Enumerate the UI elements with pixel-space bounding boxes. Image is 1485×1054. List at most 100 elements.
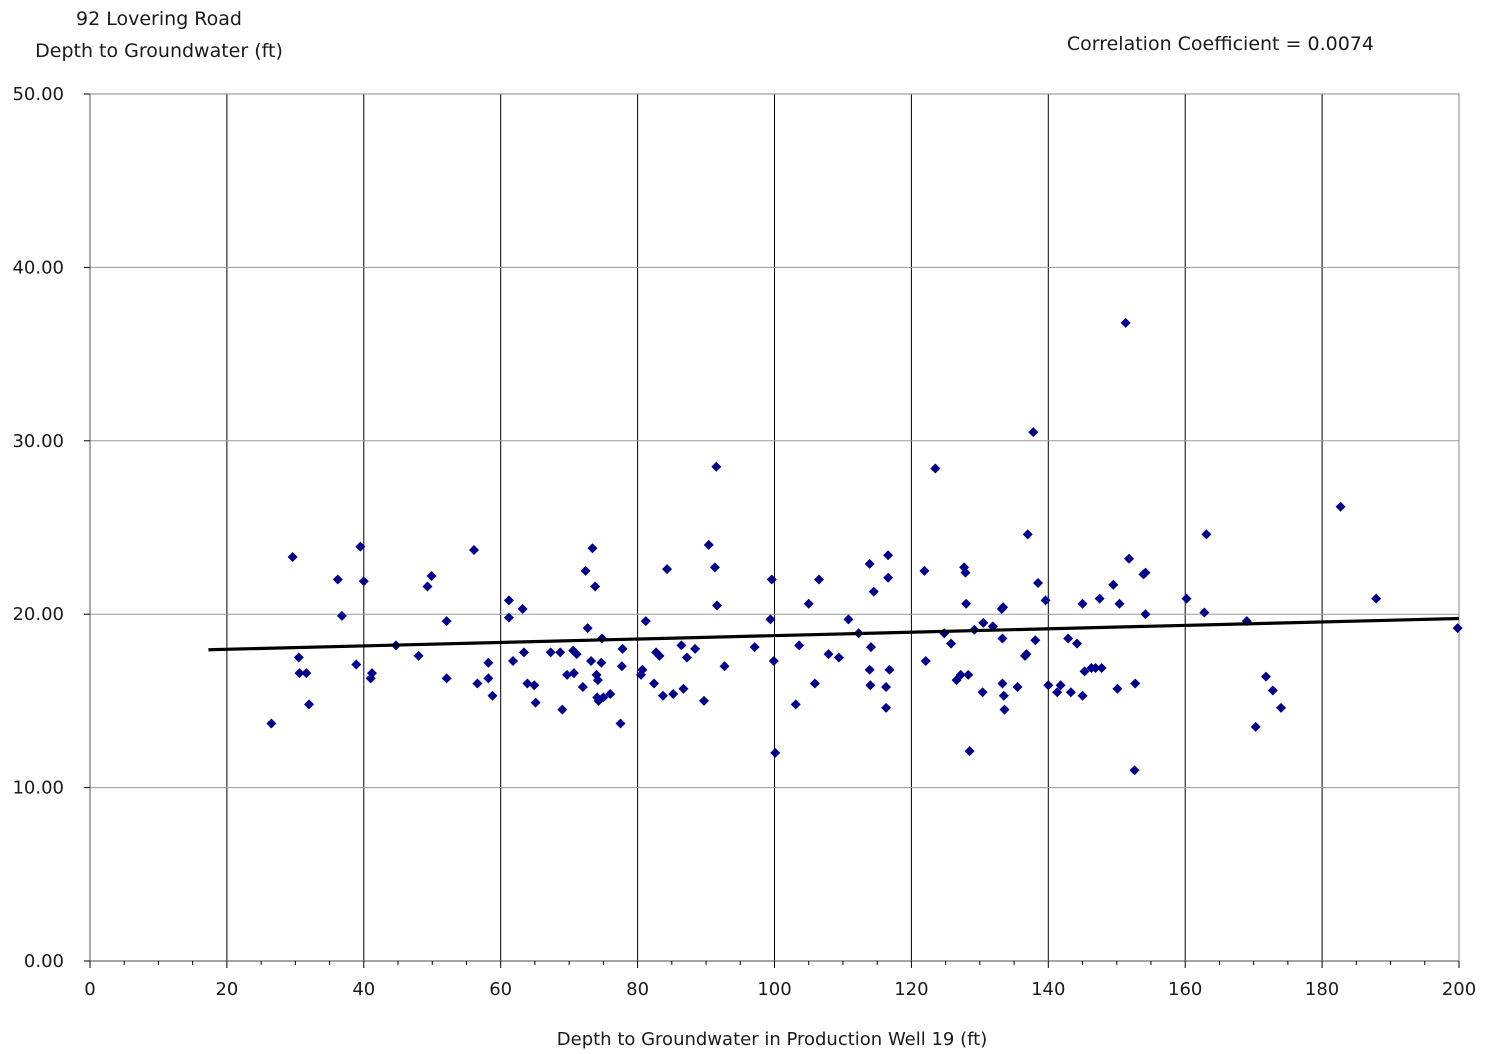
data-point (472, 678, 483, 689)
data-point (287, 551, 298, 562)
data-point (596, 657, 607, 668)
data-point (1120, 317, 1131, 328)
data-point (881, 702, 892, 713)
data-point (978, 617, 989, 628)
x-tick-label: 140 (1031, 979, 1065, 1000)
data-point (605, 688, 616, 699)
y-tick-label: 0.00 (24, 951, 64, 972)
data-point (571, 649, 582, 660)
data-point (1140, 567, 1151, 578)
data-point (294, 668, 305, 679)
data-point (823, 649, 834, 660)
data-point (997, 633, 1008, 644)
data-point (1077, 690, 1088, 701)
data-point (999, 704, 1010, 715)
x-tick-label: 60 (489, 979, 512, 1000)
data-point (580, 565, 591, 576)
data-point (1140, 609, 1151, 620)
data-point (1028, 427, 1039, 438)
data-point (590, 581, 601, 592)
data-point (681, 652, 692, 663)
data-point (592, 675, 603, 686)
data-point (598, 692, 609, 703)
data-point (508, 656, 519, 667)
data-points (266, 317, 1463, 776)
x-tick-label: 80 (626, 979, 649, 1000)
data-point (690, 643, 701, 654)
data-point (649, 678, 660, 689)
data-point (336, 610, 347, 621)
data-point (529, 680, 540, 691)
data-point (998, 690, 1009, 701)
x-axis-ticks: 0 20 40 60 80 100 120 140 160 180 200 (84, 961, 1476, 1000)
data-point (332, 574, 343, 585)
data-point (367, 668, 378, 679)
data-point (1335, 501, 1346, 512)
data-point (1065, 687, 1076, 698)
data-point (1055, 680, 1066, 691)
data-point (977, 687, 988, 698)
data-point (997, 678, 1008, 689)
data-point (813, 574, 824, 585)
data-point (1371, 593, 1382, 604)
x-tick-label: 120 (894, 979, 928, 1000)
data-point (881, 682, 892, 693)
data-point (676, 640, 687, 651)
data-point (766, 574, 777, 585)
data-point (678, 683, 689, 694)
data-point (790, 699, 801, 710)
data-point (1021, 649, 1032, 660)
data-point (555, 647, 566, 658)
data-point (530, 697, 541, 708)
data-point (562, 669, 573, 680)
x-tick-label: 100 (757, 979, 791, 1000)
data-point (1096, 662, 1107, 673)
data-point (577, 682, 588, 693)
data-point (657, 690, 668, 701)
data-point (1052, 687, 1063, 698)
x-tick-label: 200 (1442, 979, 1476, 1000)
data-point (557, 704, 568, 715)
data-point (545, 647, 556, 658)
data-point (712, 600, 723, 611)
data-point (884, 664, 895, 675)
x-tick-label: 180 (1305, 979, 1339, 1000)
data-point (930, 463, 941, 474)
data-point (517, 603, 528, 614)
data-point (833, 652, 844, 663)
data-point (703, 539, 714, 550)
data-point (616, 661, 627, 672)
data-point (1199, 607, 1210, 618)
data-point (961, 598, 972, 609)
data-point (422, 581, 433, 592)
data-point (963, 669, 974, 680)
data-point (1072, 638, 1083, 649)
x-tick-label: 0 (84, 979, 95, 1000)
data-point (637, 664, 648, 675)
y-tick-label: 10.00 (12, 778, 64, 799)
data-point (946, 638, 957, 649)
data-point (709, 562, 720, 573)
y-tick-label: 40.00 (12, 257, 64, 278)
data-point (960, 567, 971, 578)
data-point (964, 746, 975, 757)
data-point (668, 688, 679, 699)
y-tick-label: 20.00 (12, 604, 64, 625)
data-point (615, 718, 626, 729)
data-point (765, 614, 776, 625)
data-point (770, 747, 781, 758)
data-point (441, 616, 452, 627)
x-axis-label: Depth to Groundwater in Production Well … (557, 1029, 987, 1050)
data-point (1452, 623, 1463, 634)
data-point (920, 656, 931, 667)
data-point (304, 699, 315, 710)
x-tick-label: 40 (352, 979, 375, 1000)
data-point (358, 576, 369, 587)
data-point (503, 595, 514, 606)
data-point (1181, 593, 1192, 604)
data-point (749, 642, 760, 653)
y-axis-ticks: 0.00 10.00 20.00 30.00 40.00 50.00 (12, 84, 90, 972)
correlation-annotation: Correlation Coefficient = 0.0074 (1067, 33, 1374, 55)
data-point (355, 541, 366, 552)
